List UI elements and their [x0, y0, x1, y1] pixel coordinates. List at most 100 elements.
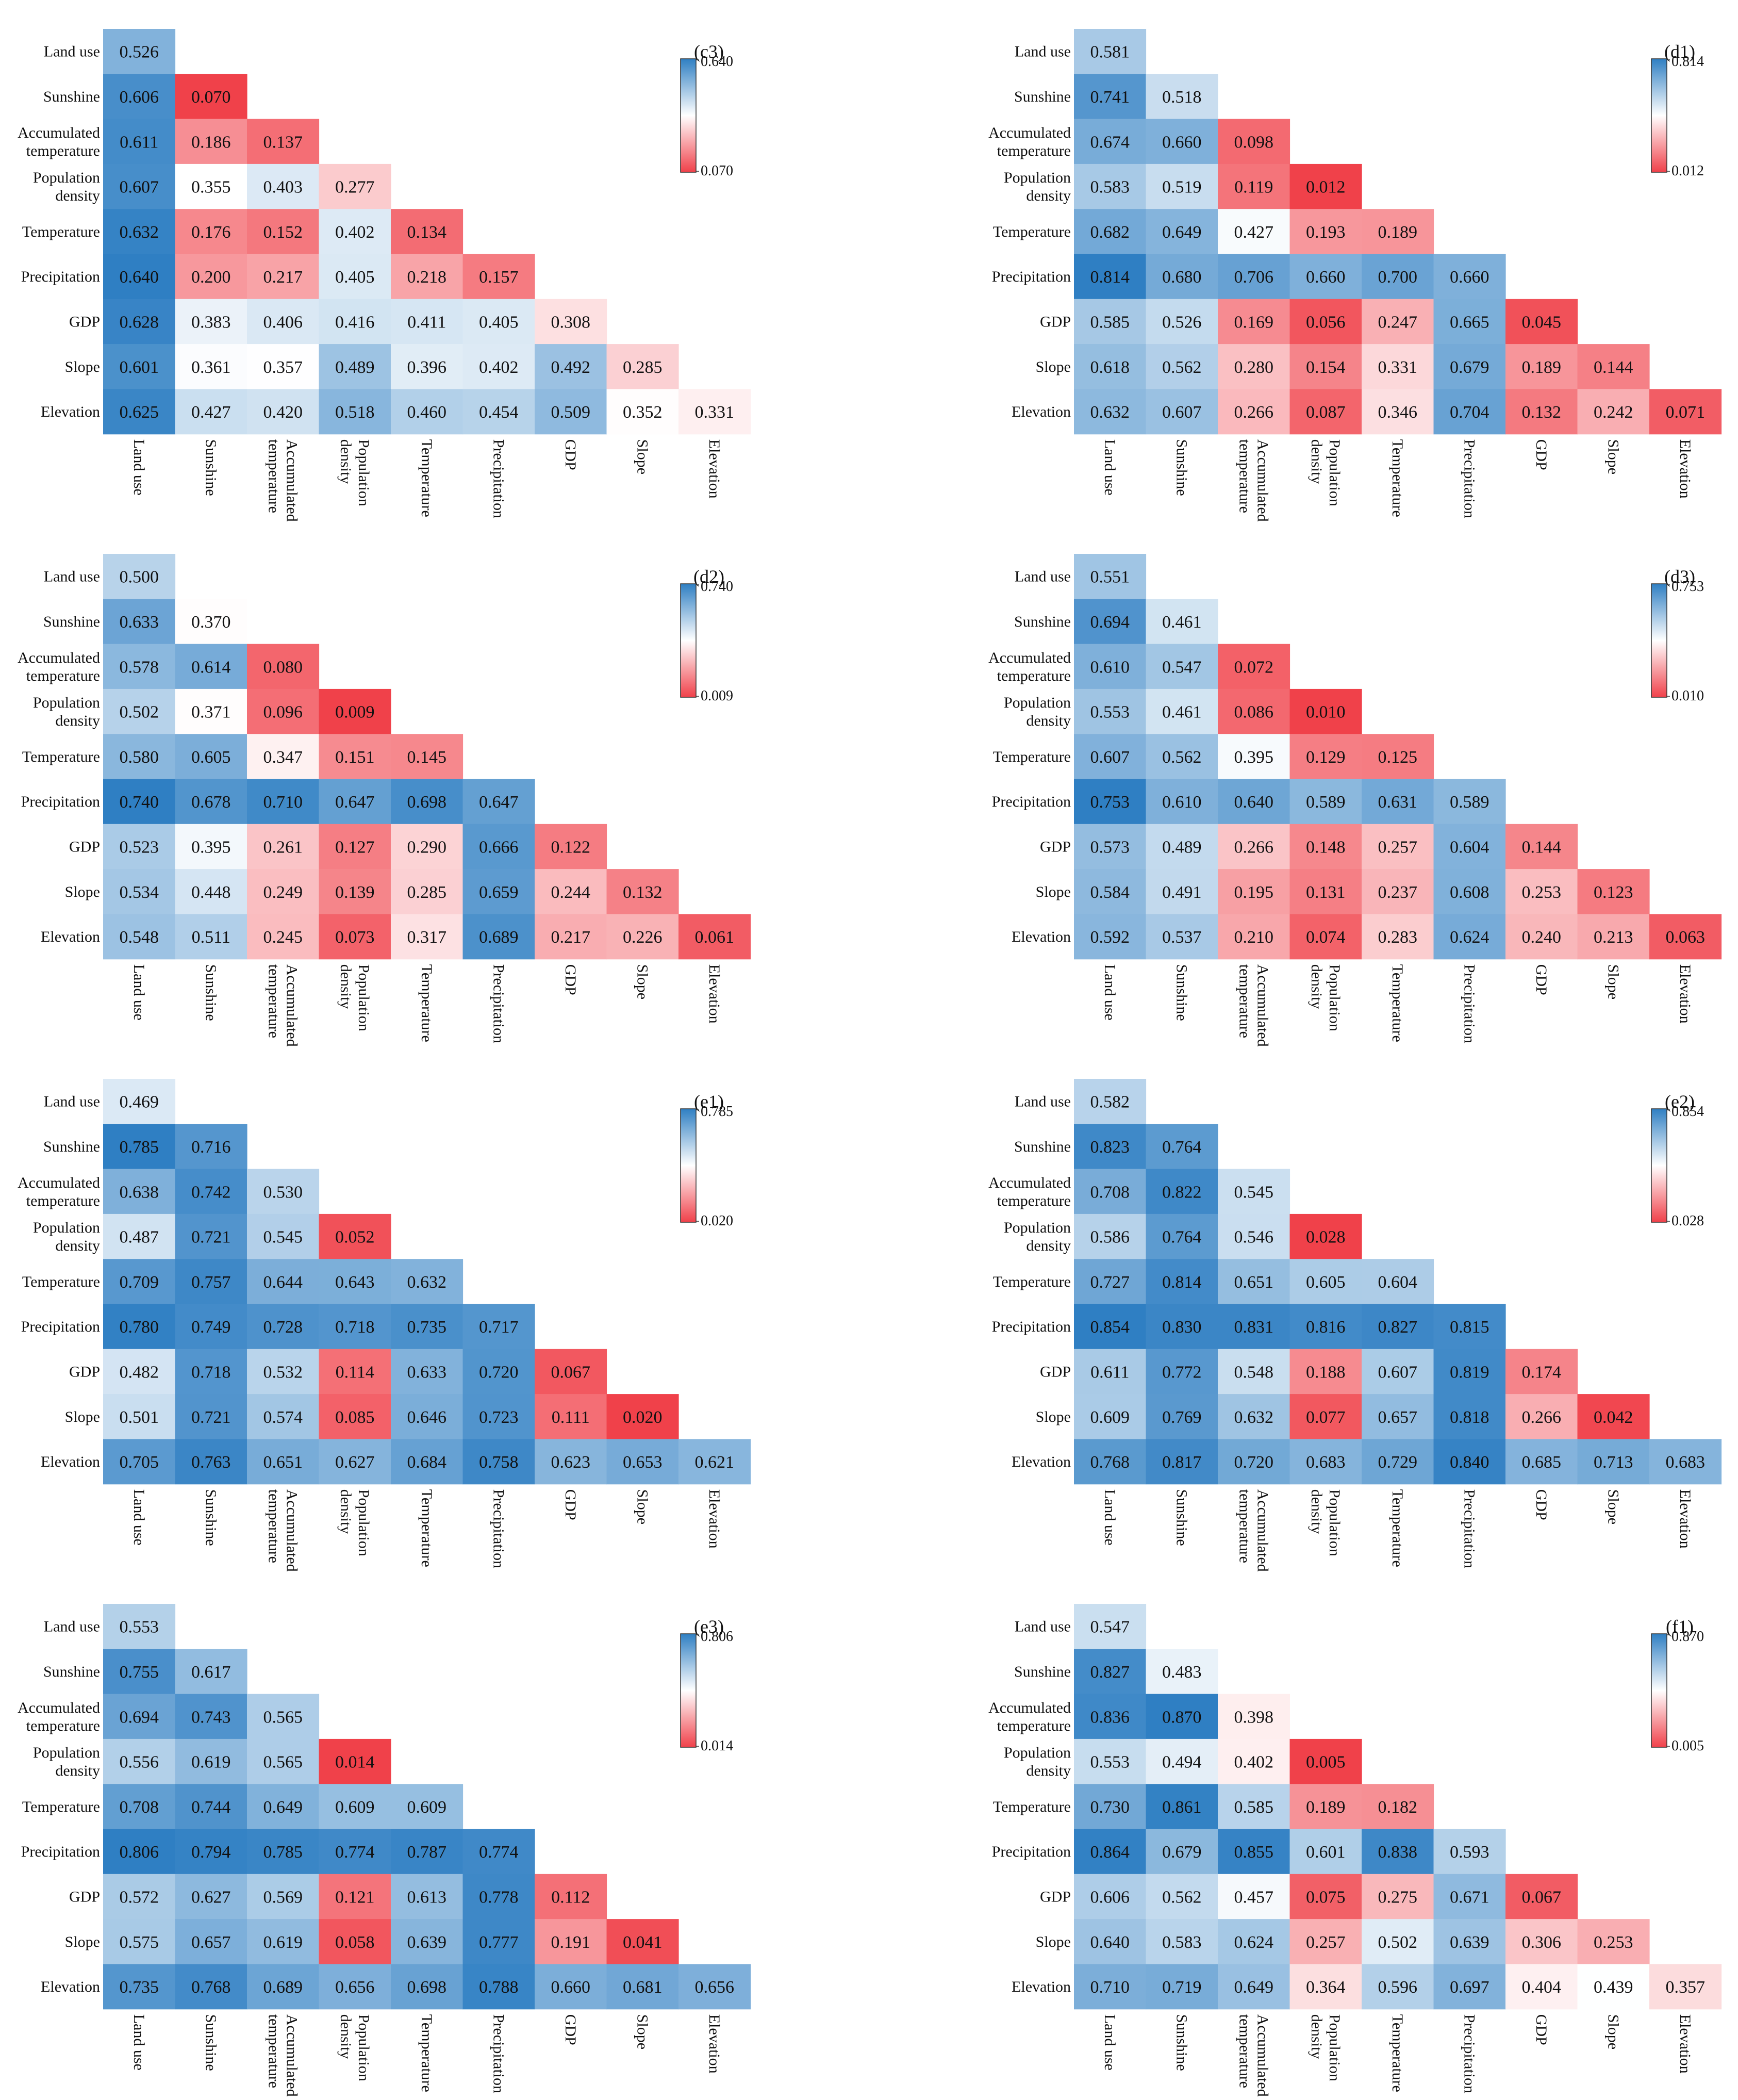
heatmap-cell [247, 299, 320, 344]
cell-value-label: 0.604 [1378, 1273, 1418, 1292]
column-label-elevation: Elevation [1677, 2014, 1694, 2074]
cell-value-label: 0.861 [1162, 1798, 1202, 1817]
heatmap-cell [678, 1439, 751, 1485]
row-label-land-use: Land use [1015, 568, 1071, 585]
cell-value-label: 0.526 [1162, 313, 1202, 332]
heatmap-cell [1289, 1964, 1362, 2010]
heatmap-cell [247, 1919, 320, 1964]
column-label-temperature: Temperature [1389, 964, 1406, 1042]
cell-value-label: 0.182 [1378, 1798, 1418, 1817]
cell-value-label: 0.720 [1234, 1453, 1274, 1472]
heatmap-cell [103, 554, 176, 599]
heatmap-cell [1218, 163, 1290, 209]
cell-value-label: 0.681 [623, 1978, 663, 1997]
cell-value-label: 0.245 [263, 928, 303, 947]
cell-value-label: 0.087 [1306, 403, 1346, 422]
heatmap-cell [1649, 1439, 1722, 1485]
heatmap-cell [1074, 914, 1147, 960]
cell-value-label: 0.774 [335, 1843, 375, 1862]
column-label-sunshine: Sunshine [1173, 2014, 1190, 2071]
heatmap-cell [1362, 389, 1434, 435]
cell-value-label: 0.371 [191, 703, 231, 722]
cell-value-label: 0.125 [1378, 748, 1418, 767]
colorbar-max-label: 0.854 [1671, 1104, 1704, 1120]
cell-value-label: 0.420 [263, 403, 303, 422]
heatmap-cell [1146, 1124, 1218, 1170]
heatmap-cell [175, 1439, 247, 1485]
heatmap-cell [1146, 74, 1218, 120]
cell-value-label: 0.689 [263, 1978, 303, 1997]
cell-value-label: 0.633 [407, 1363, 447, 1382]
heatmap-cell [175, 1124, 247, 1170]
heatmap-cell [175, 1694, 247, 1740]
heatmap-cell [391, 914, 464, 960]
heatmap-cell [1146, 254, 1218, 300]
cell-value-label: 0.134 [407, 223, 447, 242]
row-label-accumulated-temperature: Accumulated temperature [18, 124, 100, 159]
cell-value-label: 0.753 [1090, 793, 1130, 812]
colorbar-min-label: 0.020 [701, 1213, 733, 1229]
cell-value-label: 0.028 [1306, 1228, 1346, 1247]
heatmap-cell [1146, 389, 1218, 435]
column-label-temperature: Temperature [1389, 1489, 1406, 1567]
cell-value-label: 0.530 [263, 1183, 303, 1202]
heatmap-cell [175, 1829, 247, 1875]
heatmap-cell [1577, 1919, 1650, 1964]
cell-value-label: 0.660 [551, 1978, 591, 1997]
column-label-temperature: Temperature [418, 439, 435, 517]
cell-value-label: 0.713 [1594, 1453, 1633, 1472]
row-label-sunshine: Sunshine [1014, 1663, 1071, 1680]
cell-value-label: 0.285 [407, 883, 447, 902]
heatmap-cell [1146, 1649, 1218, 1695]
cell-value-label: 0.778 [479, 1888, 519, 1907]
cell-value-label: 0.249 [263, 883, 303, 902]
cell-value-label: 0.584 [1090, 883, 1130, 902]
heatmap-cell [103, 344, 176, 389]
cell-value-label: 0.592 [1090, 928, 1130, 947]
cell-value-label: 0.720 [479, 1363, 519, 1382]
colorbar [1651, 583, 1667, 698]
heatmap-cell [1218, 1919, 1290, 1964]
heatmap-cell [1362, 1439, 1434, 1485]
cell-value-label: 0.814 [1090, 268, 1130, 287]
column-label-precipitation: Precipitation [490, 2014, 507, 2093]
cell-value-label: 0.331 [695, 403, 735, 422]
column-label-accumulated-temperature: Accumulatedtemperature [1236, 964, 1271, 1047]
column-label-precipitation: Precipitation [490, 439, 507, 518]
heatmap-cell [1218, 1213, 1290, 1259]
cell-value-label: 0.608 [1450, 883, 1489, 902]
cell-value-label: 0.607 [1378, 1363, 1418, 1382]
cell-value-label: 0.604 [1450, 838, 1489, 857]
heatmap-cell [391, 299, 464, 344]
cell-value-label: 0.482 [120, 1363, 159, 1382]
cell-value-label: 0.647 [479, 793, 519, 812]
heatmap-cell [1146, 1738, 1218, 1784]
column-label-slope: Slope [634, 439, 651, 474]
heatmap-cell [1074, 299, 1147, 344]
heatmap-cell [1577, 344, 1650, 389]
cell-value-label: 0.461 [1162, 703, 1202, 722]
heatmap-cell [1218, 209, 1290, 255]
cell-value-label: 0.489 [1162, 838, 1202, 857]
cell-value-label: 0.193 [1306, 223, 1346, 242]
row-label-sunshine: Sunshine [43, 1663, 100, 1680]
row-label-sunshine: Sunshine [1014, 613, 1071, 630]
cell-value-label: 0.823 [1090, 1138, 1130, 1157]
cell-value-label: 0.210 [1234, 928, 1274, 947]
heatmap-cell [1433, 779, 1506, 825]
cell-value-label: 0.355 [191, 178, 231, 197]
cell-value-label: 0.583 [1090, 178, 1130, 197]
column-label-sunshine: Sunshine [202, 964, 219, 1021]
heatmap-cell [391, 344, 464, 389]
column-label-accumulated-temperature: Accumulatedtemperature [1236, 439, 1271, 522]
cell-value-label: 0.585 [1234, 1798, 1274, 1817]
cell-value-label: 0.547 [1090, 1618, 1130, 1637]
heatmap-cell [1433, 1439, 1506, 1485]
heatmap-cell [1289, 1349, 1362, 1394]
heatmap-cell [319, 1829, 391, 1875]
heatmap-cell [1146, 299, 1218, 344]
heatmap-cell [1362, 344, 1434, 389]
column-label-elevation: Elevation [706, 1489, 723, 1549]
column-label-land-use: Land use [130, 439, 147, 496]
cell-value-label: 0.685 [1522, 1453, 1562, 1472]
